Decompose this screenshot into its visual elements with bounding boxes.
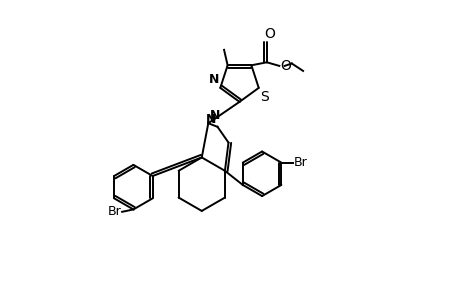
Text: N: N: [208, 74, 219, 86]
Text: N: N: [209, 110, 220, 122]
Text: S: S: [260, 90, 269, 104]
Text: Br: Br: [293, 156, 307, 169]
Text: O: O: [263, 27, 274, 40]
Text: Br: Br: [107, 205, 121, 218]
Text: O: O: [280, 59, 290, 73]
Text: N: N: [205, 113, 216, 126]
